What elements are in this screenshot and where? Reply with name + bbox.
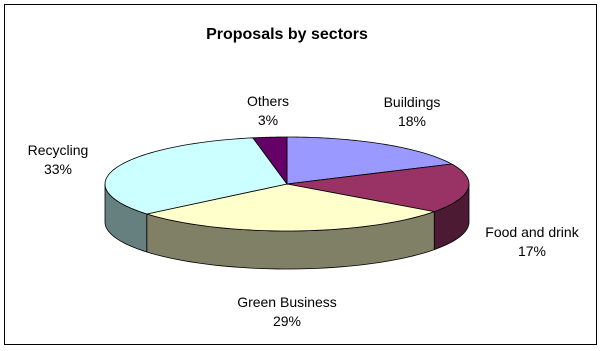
slice-label-buildings: Buildings [384, 94, 441, 110]
slice-recycling [104, 137, 288, 215]
slice-buildings [286, 136, 453, 185]
slice-food-and-drink [286, 163, 470, 213]
chart-title: Proposals by sectors [206, 26, 368, 43]
pie-sides [104, 183, 470, 270]
slice-others [252, 136, 288, 186]
slice-label-green-business: Green Business [237, 294, 337, 310]
slice-value-green-business: 29% [273, 313, 301, 329]
pie-slices [104, 136, 470, 232]
slice-value-others: 3% [258, 112, 278, 128]
slice-value-buildings: 18% [398, 113, 426, 129]
slice-value-food-and-drink: 17% [518, 243, 546, 259]
slice-value-recycling: 33% [44, 161, 72, 177]
slice-green-business [146, 183, 436, 232]
slice-labels: Buildings 18% Food and drink 17% Green Busin… [28, 93, 580, 329]
slice-label-food-and-drink: Food and drink [485, 224, 579, 240]
slice-label-others: Others [247, 93, 289, 109]
slice-label-recycling: Recycling [28, 142, 89, 158]
